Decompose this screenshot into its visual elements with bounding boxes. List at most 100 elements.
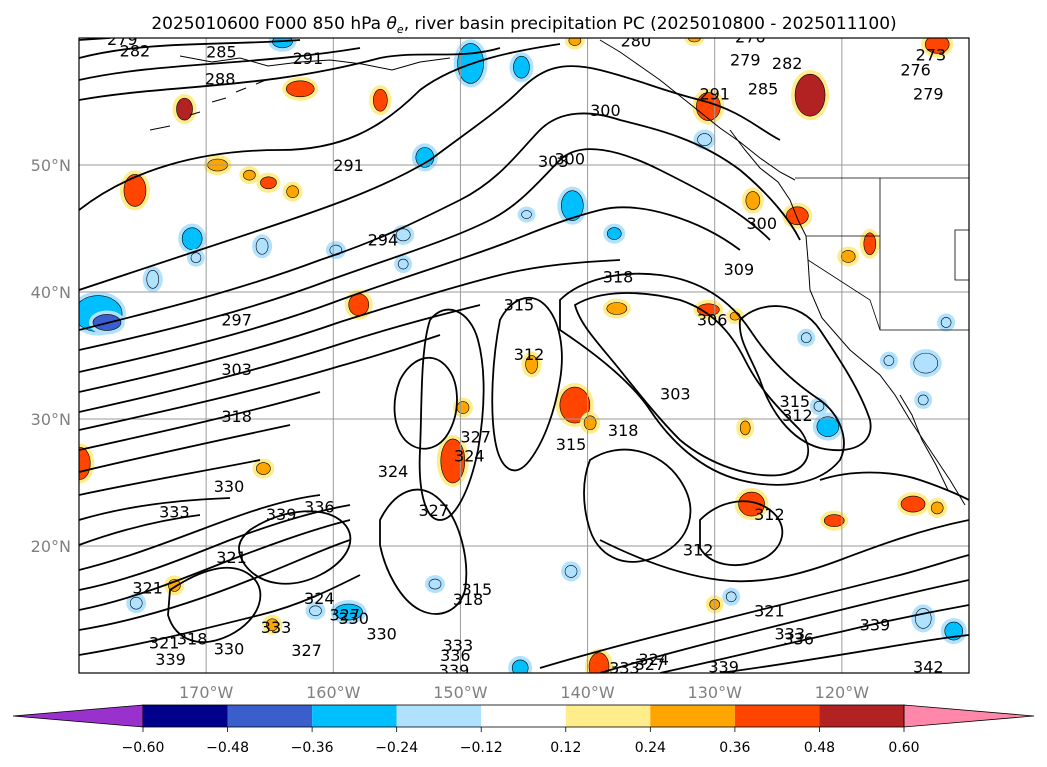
contour-label: 339 (155, 650, 186, 669)
precip-patch (840, 250, 856, 263)
colorbar-tick-label: 0.36 (719, 740, 750, 756)
contour-label: 279 (107, 30, 138, 49)
contour-label: 300 (590, 101, 621, 120)
precip-patch (79, 447, 91, 480)
contour-label: 282 (772, 54, 803, 73)
contour-label: 339 (860, 616, 891, 635)
contour-label: 297 (221, 311, 252, 330)
lon-tick-label: 150°W (433, 683, 488, 702)
contour-label: 327 (418, 501, 449, 520)
precip-patch (738, 491, 765, 517)
contour-label: 288 (205, 69, 236, 88)
contour-label: 336 (304, 497, 335, 516)
lon-tick-label: 140°W (560, 683, 615, 702)
lat-tick-label: 50°N (31, 156, 71, 175)
contour-label: 279 (730, 50, 761, 69)
contour-label: 333 (261, 618, 292, 637)
contour-label: 285 (748, 80, 779, 99)
lat-tick-label: 40°N (31, 283, 71, 302)
contour-label: 330 (214, 640, 245, 659)
colorbar-segment (481, 705, 566, 727)
precip-patch (559, 386, 591, 424)
contour-label: 318 (453, 590, 484, 609)
precip-patch (823, 514, 845, 527)
contour-label: 318 (608, 421, 639, 440)
contour-label: 339 (439, 661, 470, 680)
us-west-coast (805, 235, 966, 506)
contour-label: 318 (603, 268, 634, 287)
precip-patch (786, 206, 809, 226)
colorbar: −0.60 −0.48 −0.36 −0.24 −0.12 0.12 0.24 0.36 0.4… (12, 704, 1035, 756)
colorbar-tick-label: −0.60 (122, 740, 165, 756)
contour-label: 324 (304, 589, 335, 608)
colorbar-tick-label: 0.12 (550, 740, 581, 756)
colorbar-segment (819, 705, 904, 727)
precip-patch (745, 191, 761, 210)
precip-patch (255, 237, 269, 255)
contour-label: 327 (635, 655, 666, 674)
colorbar-extend-min (12, 704, 144, 728)
contour-label: 303 (538, 152, 569, 171)
contour-label: 279 (913, 85, 944, 104)
contour-label: 309 (724, 260, 755, 279)
alaska-panhandle (599, 39, 796, 181)
contour-label: 339 (266, 505, 297, 524)
colorbar-segment (396, 705, 482, 727)
precip-patch (309, 605, 322, 617)
contour-label: 333 (443, 636, 474, 655)
precip-patch (260, 176, 277, 190)
precip-patch (697, 133, 712, 146)
lon-tick-label: 160°W (306, 683, 361, 702)
contour-label: 294 (368, 231, 399, 250)
colorbar-frame (142, 704, 905, 728)
contour-label: 315 (556, 435, 587, 454)
contour-label: 330 (366, 624, 397, 643)
precip-patch (456, 401, 470, 414)
contour-label: 276 (900, 61, 931, 80)
contour-label: 324 (454, 447, 485, 466)
contour-label: 327 (460, 428, 491, 447)
contour-label: 273 (916, 45, 947, 64)
contour-label: 300 (554, 149, 585, 168)
figure-title: 2025010600 F000 850 hPa θe, river basin … (151, 14, 896, 36)
precip-patch (924, 38, 950, 54)
contour-label: 280 (621, 31, 652, 50)
contour-label: 312 (782, 406, 813, 425)
precip-patch (348, 293, 370, 317)
precip-patch (129, 596, 143, 610)
precip-patch (725, 591, 737, 603)
precip-patch (863, 232, 877, 256)
contour-label: 333 (609, 659, 640, 678)
colorbar-tick-label: 0.24 (635, 740, 666, 756)
precip-patch (176, 97, 193, 121)
alaska-coast (179, 55, 451, 71)
baja-california (899, 394, 949, 491)
precip-patch (525, 355, 538, 374)
precip-patch (900, 495, 926, 513)
lon-tick-label: 130°W (688, 683, 743, 702)
precip-patch (568, 38, 582, 46)
contour-label: 276 (735, 28, 766, 47)
contour-label: 333 (774, 624, 805, 643)
contour-label: 321 (132, 579, 163, 598)
contour-label: 315 (780, 392, 811, 411)
precip-patch (914, 608, 932, 629)
precip-patch (688, 38, 701, 43)
precip-patch (561, 190, 584, 221)
precip-patch (883, 355, 895, 366)
contour-label: 324 (638, 650, 669, 669)
precip-patch (256, 462, 271, 475)
precip-patch (800, 332, 812, 344)
precip-patch (697, 303, 720, 317)
colorbar-segment (734, 705, 820, 727)
precip-patch (930, 501, 944, 515)
colorbar-tick-label: −0.24 (375, 740, 418, 756)
precip-patch (513, 55, 530, 79)
precip-patch (286, 185, 299, 198)
precip-patch (794, 73, 826, 117)
contour-label: 321 (216, 548, 247, 567)
state-borders (795, 177, 969, 331)
contour-label: 333 (159, 502, 190, 521)
contour-label: 327 (291, 641, 322, 660)
precip-patch (428, 578, 442, 590)
